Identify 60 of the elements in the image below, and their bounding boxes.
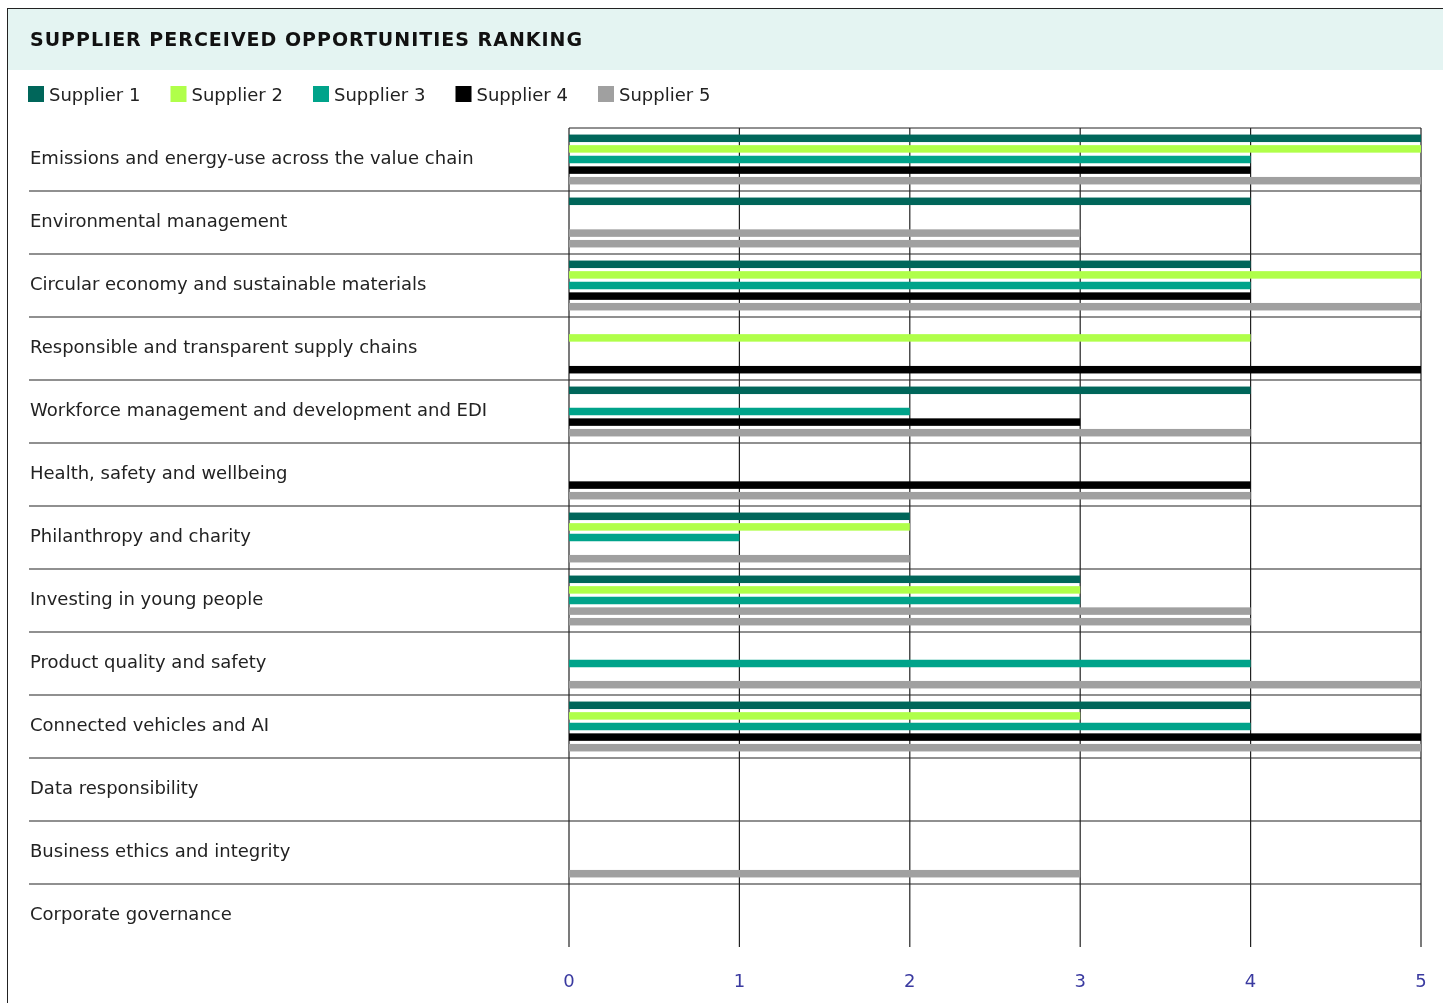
bar [569,554,910,563]
bar [569,586,1081,594]
bar [569,281,1251,290]
bar [569,145,1421,153]
bar [569,176,1421,185]
bar [569,260,1251,269]
y-tick-label: Environmental management [30,210,288,231]
bar [569,659,1251,668]
bar [569,701,1251,710]
bar [569,533,740,542]
x-tick-label: 2 [904,970,916,991]
y-tick-label: Responsible and transparent supply chains [30,336,418,357]
bar [569,596,1081,605]
bar [569,617,1251,626]
bar [569,575,1081,584]
bar [569,418,1081,426]
y-tick-label: Corporate governance [30,903,232,924]
y-tick-label: Data responsibility [30,777,199,798]
legend-label: Supplier 5 [619,84,711,105]
y-tick-label: Workforce management and development and EDI [30,399,488,420]
bar [569,512,910,521]
bar [569,680,1421,689]
legend-label: Supplier 4 [476,84,568,105]
bar [569,334,1251,342]
x-tick-label: 5 [1415,970,1427,991]
y-tick-label: Emissions and energy-use across the value chain [30,147,474,168]
bar [569,869,1081,878]
y-tick-label: Investing in young people [30,588,264,609]
y-tick-label: Health, safety and wellbeing [30,462,288,483]
bar [569,239,1081,248]
y-tick-label: Connected vehicles and AI [30,714,270,735]
y-tick-label: Circular economy and sustainable materials [30,273,427,294]
bar [569,302,1421,311]
bar [569,386,1251,395]
y-tick-label: Product quality and safety [30,651,267,672]
bar [569,733,1421,741]
y-tick-label: Business ethics and integrity [30,840,291,861]
bar [569,292,1251,300]
bar [569,197,1251,206]
legend-label: Supplier 2 [191,84,283,105]
bar [569,271,1421,279]
y-tick-label: Philanthropy and charity [30,525,252,546]
bar [569,428,1251,437]
bar [569,491,1251,500]
bar [569,407,910,416]
bar [569,481,1251,489]
x-tick-label: 3 [1074,970,1086,991]
bar [569,523,910,531]
x-tick-label: 4 [1244,970,1257,991]
bar [569,155,1251,164]
x-tick-label: 1 [733,970,746,991]
legend-label: Supplier 3 [334,84,426,105]
bar [569,134,1421,143]
bar [569,166,1251,174]
legend-label: Supplier 1 [49,84,141,105]
bar [569,712,1081,720]
text: SUPPLIER PERCEIVED OPPORTUNITIES RANKING [30,28,584,50]
x-tick-label: 0 [563,970,575,991]
bar [569,743,1421,752]
bar [569,722,1251,731]
